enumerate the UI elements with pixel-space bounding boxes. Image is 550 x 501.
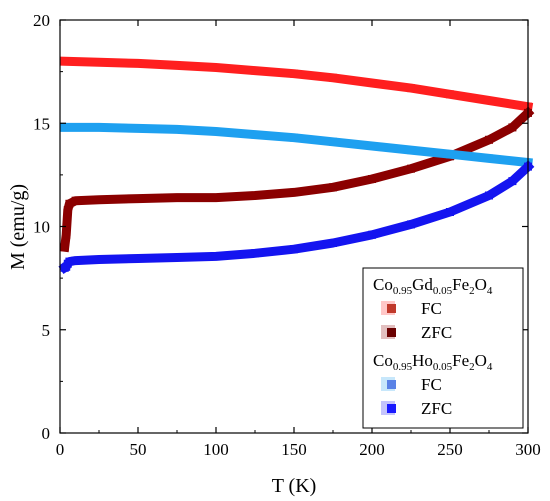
axes-layer: 0 50 100 150 200 250 300 0 5 10 15 20	[33, 11, 541, 459]
data-point	[173, 253, 181, 262]
x-axis-label: T (K)	[272, 475, 317, 497]
data-point	[60, 243, 69, 252]
data-point	[251, 249, 259, 258]
data-point	[71, 196, 80, 205]
data-point	[134, 59, 142, 68]
data-point	[407, 220, 415, 229]
data-point	[71, 256, 80, 265]
data-point	[290, 133, 298, 142]
data-point	[134, 124, 142, 133]
x-tick-label: 50	[130, 440, 147, 459]
data-point	[251, 130, 259, 139]
series-0	[60, 56, 534, 112]
series-line-0	[60, 56, 534, 112]
data-point	[95, 58, 103, 67]
x-tick-label: 300	[515, 440, 541, 459]
legend-entry-label: FC	[421, 299, 442, 318]
y-tick-label: 5	[42, 321, 51, 340]
x-tick-label: 100	[203, 440, 229, 459]
data-point	[212, 252, 220, 261]
legend-compound-0: Co0.95Gd0.05Fe2O4	[373, 275, 493, 297]
data-point	[368, 230, 376, 239]
data-point	[368, 142, 376, 150]
series-2	[60, 122, 533, 168]
data-point	[212, 127, 220, 136]
data-point	[290, 69, 298, 78]
series-3	[58, 160, 535, 275]
data-point	[95, 195, 103, 204]
legend-compound-1: Co0.95Ho0.05Fe2O4	[373, 351, 493, 373]
data-point	[508, 177, 517, 186]
data-point	[290, 245, 298, 254]
data-point	[446, 208, 454, 216]
data-point	[173, 193, 181, 202]
data-point	[485, 96, 493, 105]
data-point	[173, 61, 181, 70]
legend-entry-label: FC	[421, 375, 442, 394]
x-tick-label: 200	[359, 440, 385, 459]
data-point	[212, 193, 220, 202]
data-point	[134, 254, 142, 263]
data-point	[329, 239, 337, 247]
data-point	[368, 79, 376, 87]
plot-layer	[58, 56, 535, 275]
x-tick-label: 0	[56, 440, 65, 459]
legend-marker	[387, 304, 396, 313]
data-point	[173, 125, 181, 134]
data-point	[251, 191, 259, 200]
data-point	[290, 188, 298, 197]
y-tick-label: 0	[42, 424, 51, 443]
legend-entry-label: ZFC	[421, 399, 452, 418]
data-point	[508, 123, 517, 132]
data-point	[65, 199, 74, 208]
legend-entry-label: ZFC	[421, 323, 452, 342]
data-point	[60, 123, 69, 132]
data-point	[95, 255, 103, 264]
series-line-2	[60, 122, 533, 168]
data-point	[407, 146, 415, 155]
data-point	[65, 257, 74, 266]
data-point	[60, 57, 69, 66]
series-line-1	[59, 106, 535, 253]
data-point	[329, 73, 337, 82]
data-point	[446, 90, 454, 99]
data-point	[63, 206, 72, 214]
legend: Co0.95Gd0.05Fe2O4 FC ZFC Co0.95Ho0.05Fe2O4 F…	[362, 267, 524, 429]
legend-box	[362, 267, 524, 429]
data-point	[251, 66, 259, 75]
x-tick-label: 150	[281, 440, 307, 459]
data-point	[95, 123, 103, 132]
y-tick-label: 15	[33, 114, 50, 133]
legend-marker	[387, 404, 396, 413]
data-point	[212, 63, 220, 72]
data-point	[407, 84, 415, 93]
legend-marker	[387, 380, 396, 389]
data-point	[485, 191, 493, 200]
data-point	[329, 183, 337, 192]
y-tick-label: 20	[33, 11, 50, 30]
data-point	[329, 137, 337, 146]
data-point	[134, 194, 142, 203]
y-tick-label: 10	[33, 218, 50, 237]
data-point	[485, 135, 493, 144]
data-point	[407, 164, 415, 173]
y-axis-label: M (emu/g)	[7, 184, 29, 270]
data-point	[446, 150, 454, 159]
data-point	[62, 230, 71, 239]
data-point	[368, 175, 376, 183]
x-tick-label: 250	[437, 440, 463, 459]
legend-marker	[387, 328, 396, 337]
data-point	[485, 154, 493, 163]
